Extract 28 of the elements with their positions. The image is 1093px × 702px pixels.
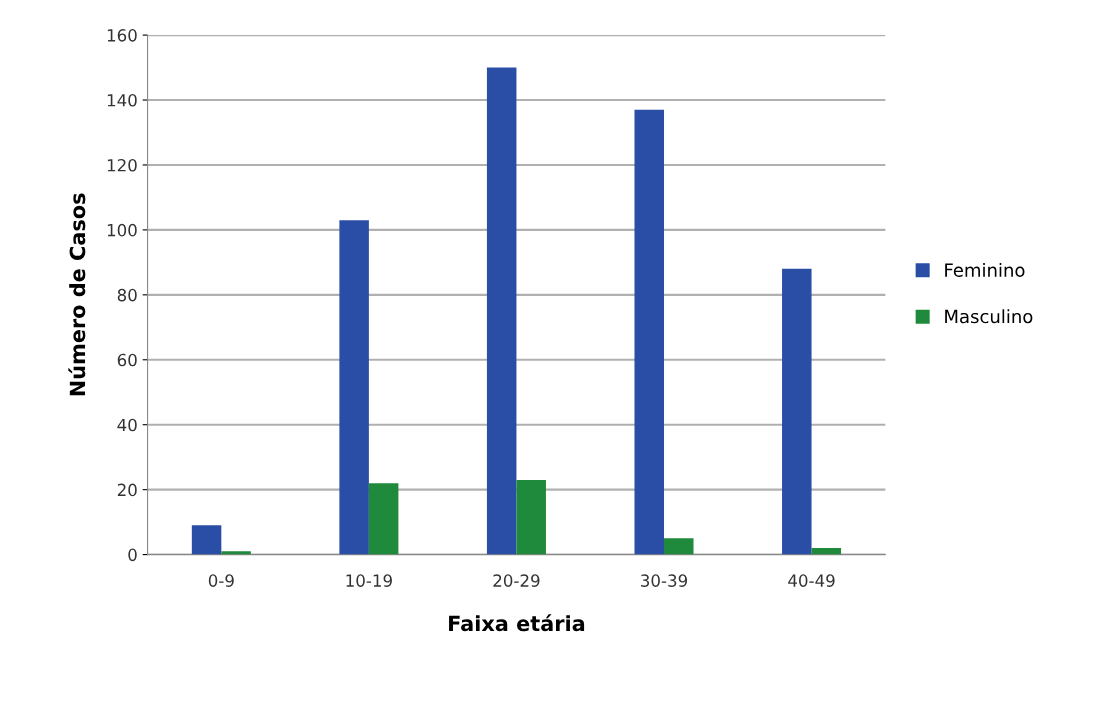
y-tick-label: 60 <box>117 353 137 367</box>
y-tick-label: 120 <box>107 158 137 172</box>
y-tick-label: 0 <box>128 548 137 562</box>
bar <box>782 268 812 555</box>
bar <box>368 483 399 555</box>
y-tick-label: 100 <box>107 223 137 237</box>
bar <box>811 548 842 555</box>
bar <box>486 67 517 555</box>
bar <box>339 220 369 555</box>
y-tick-label: 20 <box>117 483 137 497</box>
y-axis-title: Número de Casos <box>68 193 86 396</box>
bar <box>221 551 251 555</box>
x-tick-label: 0-9 <box>208 574 234 587</box>
y-tick-label: 140 <box>107 94 137 107</box>
bar <box>191 525 222 555</box>
x-tick-label: 20-29 <box>493 574 540 587</box>
legend-label: Masculino <box>945 309 1033 324</box>
x-tick-label: 10-19 <box>346 574 392 587</box>
bar <box>634 109 664 555</box>
legend-label: Feminino <box>945 262 1025 277</box>
x-tick-label: 30-39 <box>641 574 688 587</box>
y-tick-label: 160 <box>107 29 137 42</box>
bar <box>664 538 694 555</box>
y-tick-label: 40 <box>117 418 137 432</box>
y-tick-label: 80 <box>117 288 137 302</box>
bar <box>516 479 546 555</box>
x-axis-title: Faixa etária <box>449 614 585 632</box>
x-tick-label: 40-49 <box>788 574 835 587</box>
